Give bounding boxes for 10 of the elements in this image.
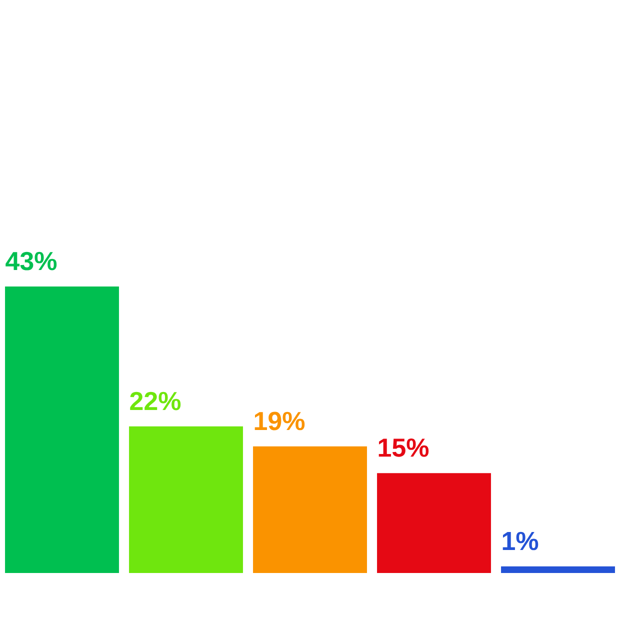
bar [129, 426, 243, 574]
bar [5, 286, 119, 574]
bar [253, 446, 367, 574]
data-label: 1% [502, 532, 538, 550]
bar [377, 473, 491, 574]
data-label: 43% [6, 252, 57, 270]
data-label: 15% [378, 438, 429, 457]
data-label: 19% [254, 412, 305, 430]
bar [501, 566, 615, 574]
data-label: 22% [130, 392, 181, 410]
